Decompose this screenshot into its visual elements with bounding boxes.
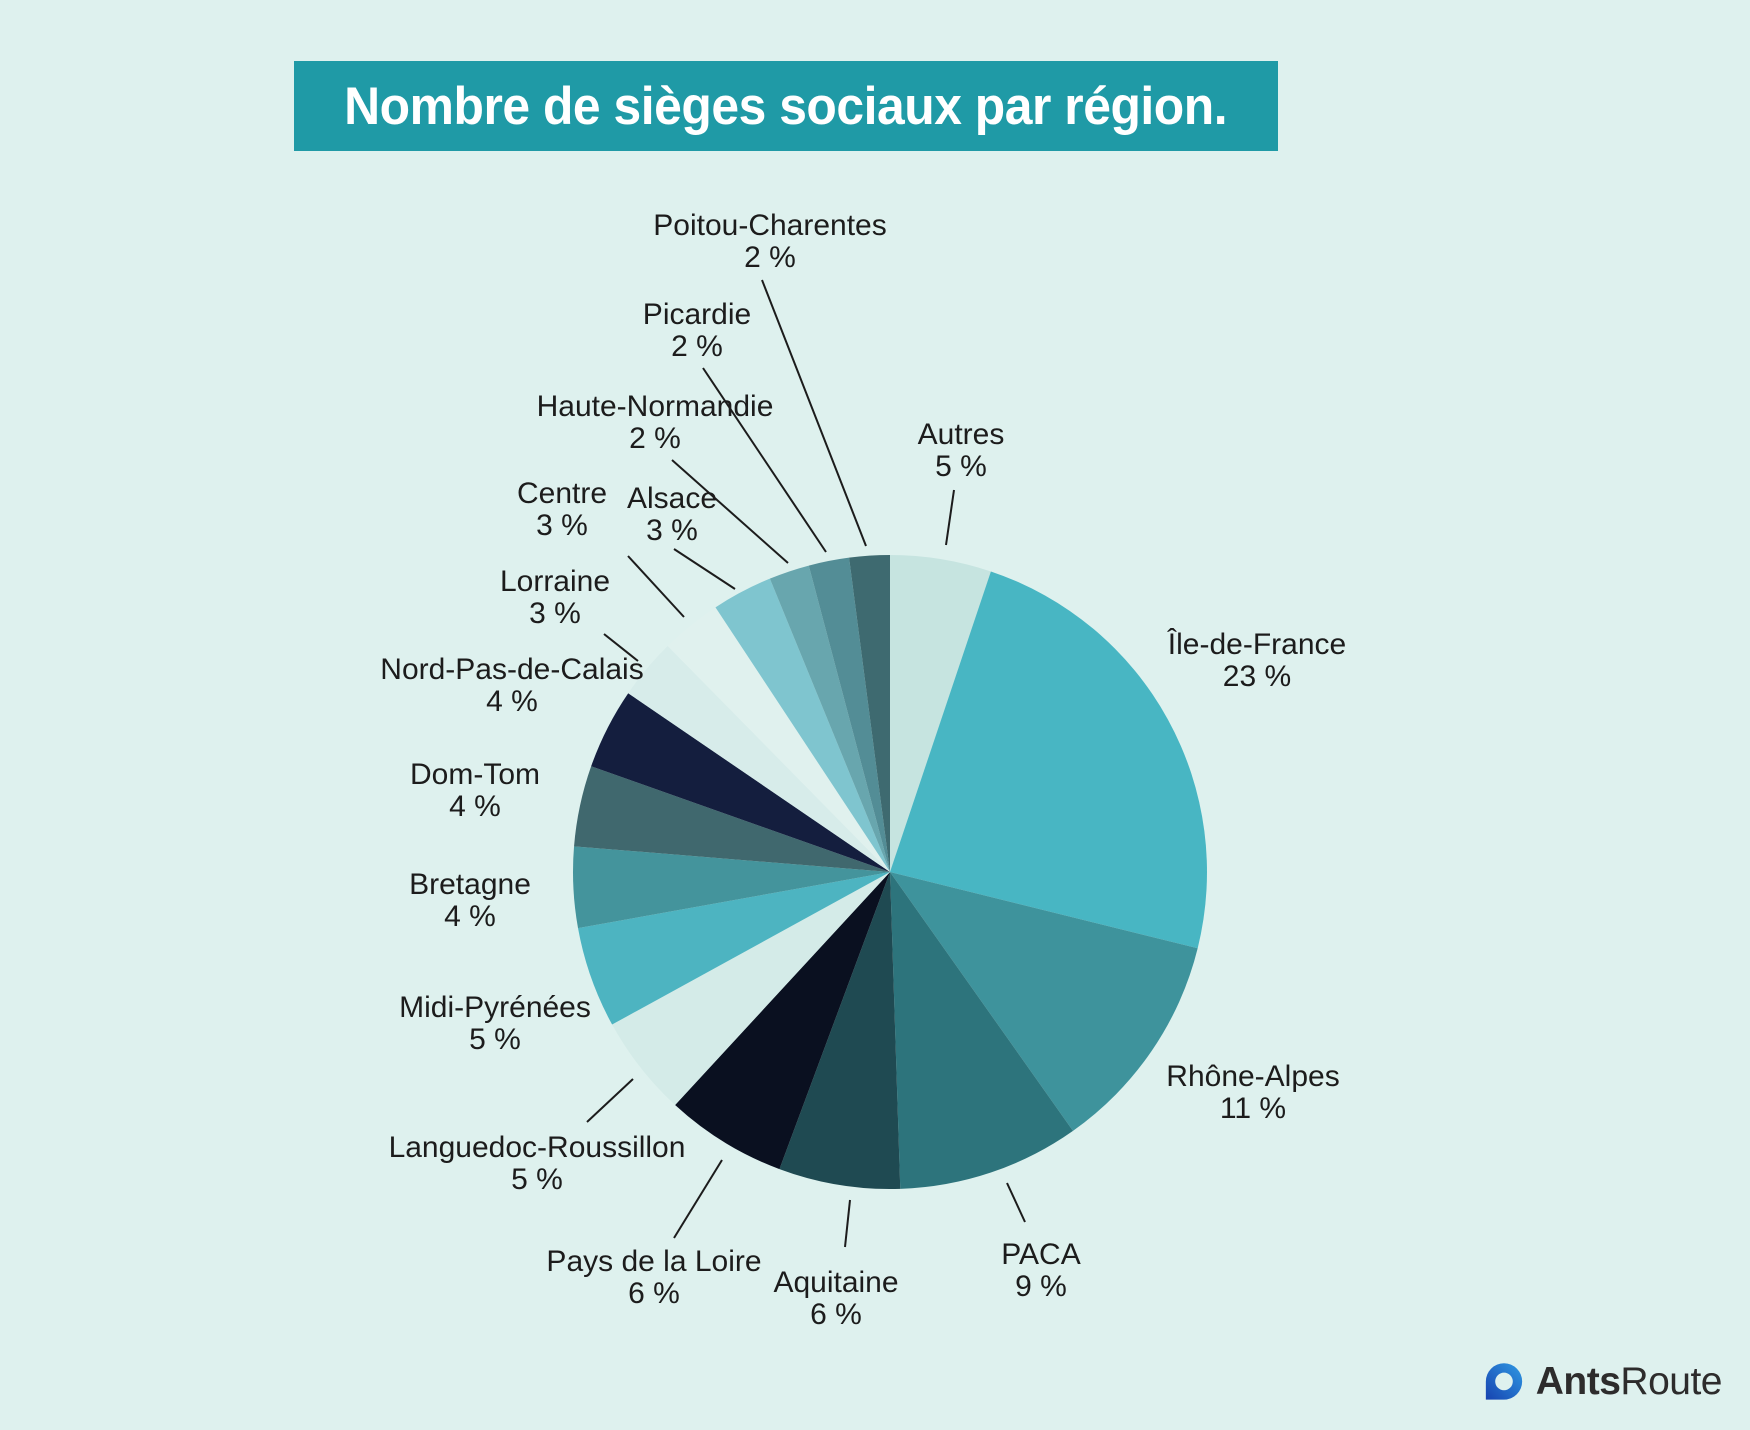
slice-value: 3 % xyxy=(536,509,588,542)
slice-label: Alsace xyxy=(626,482,718,515)
slice-value: 4 % xyxy=(486,685,538,718)
slice-value: 5 % xyxy=(469,1023,521,1056)
pie-slice xyxy=(573,846,890,929)
slice-label: Languedoc-Roussillon xyxy=(388,1131,686,1164)
page-title: Nombre de sièges sociaux par région. xyxy=(344,76,1228,136)
pie-slice xyxy=(715,578,890,872)
pie-slice xyxy=(612,872,890,1106)
slice-value: 2 % xyxy=(671,330,723,363)
leader-line xyxy=(1006,1182,1026,1223)
slice-value: 3 % xyxy=(529,597,581,630)
slice-label: Centre xyxy=(516,477,608,510)
slice-label: Pays de la Loire xyxy=(546,1245,762,1278)
slice-label: Autres xyxy=(917,418,1005,451)
slice-label: Picardie xyxy=(642,298,752,331)
pie-slice xyxy=(578,872,890,1025)
leader-line xyxy=(761,279,867,547)
antsroute-pin-icon xyxy=(1485,1363,1522,1400)
pie-slice xyxy=(808,557,890,872)
slice-value: 9 % xyxy=(1015,1270,1067,1303)
leader-line xyxy=(671,459,789,564)
pie-slice xyxy=(890,571,1207,949)
slice-value: 2 % xyxy=(629,422,681,455)
slice-value: 2 % xyxy=(744,241,796,274)
slice-label: PACA xyxy=(1001,1238,1081,1271)
title-banner: Nombre de sièges sociaux par région. xyxy=(294,61,1278,151)
slice-value: 5 % xyxy=(511,1163,563,1196)
slice-label: Aquitaine xyxy=(773,1266,899,1299)
leader-line xyxy=(702,367,827,553)
slice-value: 6 % xyxy=(810,1298,862,1331)
pie-slice xyxy=(849,555,890,872)
leader-line xyxy=(673,548,736,590)
slice-value: 4 % xyxy=(449,790,501,823)
pie-slice xyxy=(675,872,890,1170)
slice-value: 11 % xyxy=(1219,1092,1287,1125)
leader-line xyxy=(844,1199,851,1248)
slice-value: 23 % xyxy=(1222,660,1292,693)
slice-label: Haute-Normandie xyxy=(536,390,774,423)
pie-slice xyxy=(591,693,890,872)
pie-slice xyxy=(628,646,890,872)
leader-line xyxy=(586,1078,634,1123)
pie-slice xyxy=(779,872,901,1189)
pie-slice xyxy=(890,555,991,872)
pie-slice xyxy=(769,565,890,872)
slice-label: Rhône-Alpes xyxy=(1166,1060,1340,1093)
antsroute-logo: AntsRoute xyxy=(1482,1360,1722,1404)
slice-label: Dom-Tom xyxy=(409,758,541,791)
leader-line xyxy=(673,1159,723,1239)
pie-slice xyxy=(890,872,1198,1131)
slice-value: 5 % xyxy=(935,450,987,483)
leader-line xyxy=(603,633,639,662)
leader-line xyxy=(627,555,685,618)
slice-label: Nord-Pas-de-Calais xyxy=(380,653,644,686)
slice-value: 3 % xyxy=(646,514,698,547)
slice-label: Île-de-France xyxy=(1167,628,1347,661)
slice-label: Lorraine xyxy=(499,565,611,598)
pie-slice xyxy=(574,766,890,872)
pie-slice xyxy=(890,872,1073,1189)
brand-bold: Ants xyxy=(1535,1360,1621,1403)
brand-regular: Route xyxy=(1620,1360,1722,1403)
slice-label: Poitou-Charentes xyxy=(653,209,887,242)
slice-label: Bretagne xyxy=(409,868,531,901)
antsroute-wordmark: AntsRoute xyxy=(1535,1360,1723,1404)
leader-line xyxy=(945,489,955,546)
slice-value: 4 % xyxy=(444,900,496,933)
slice-value: 6 % xyxy=(628,1277,680,1310)
pie-slice xyxy=(667,607,890,872)
slice-label: Midi-Pyrénées xyxy=(399,991,591,1024)
